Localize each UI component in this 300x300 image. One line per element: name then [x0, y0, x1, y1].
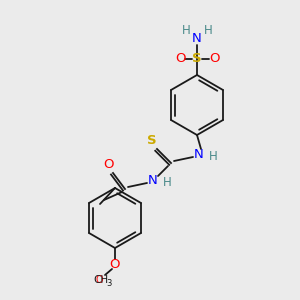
Text: O: O — [175, 52, 185, 65]
Text: S: S — [147, 134, 157, 148]
Text: H: H — [204, 23, 212, 37]
Text: N: N — [148, 175, 158, 188]
Text: CH: CH — [93, 275, 109, 285]
Text: N: N — [192, 32, 202, 46]
Text: N: N — [194, 148, 204, 161]
Text: H: H — [208, 151, 217, 164]
Text: S: S — [192, 52, 202, 65]
Text: H: H — [182, 23, 190, 37]
Text: O: O — [103, 158, 113, 172]
Text: O: O — [95, 275, 103, 285]
Text: O: O — [209, 52, 219, 65]
Text: H: H — [163, 176, 171, 190]
Text: O: O — [110, 257, 120, 271]
Text: 3: 3 — [106, 278, 112, 287]
